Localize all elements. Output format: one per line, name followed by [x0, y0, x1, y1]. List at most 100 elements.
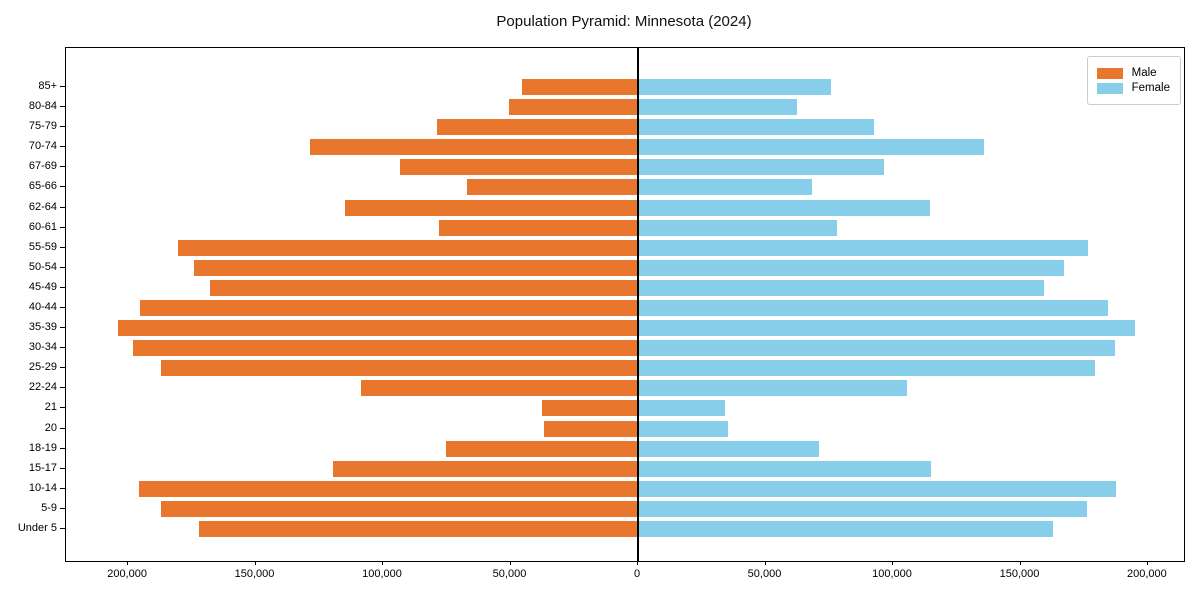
x-tick-label--150000: 150,000: [234, 568, 275, 580]
x-tick-mark: [127, 561, 129, 565]
y-tick-label-65-66: 65-66: [28, 180, 57, 193]
bar-male-67-69: [400, 159, 638, 176]
x-tick-label-150000: 150,000: [999, 568, 1040, 580]
y-tick-label-35-39: 35-39: [28, 321, 57, 334]
y-tick-mark: [60, 226, 65, 228]
y-tick-mark: [60, 327, 65, 329]
y-tick-label-67-69: 67-69: [28, 160, 57, 173]
legend-item-male: Male: [1096, 67, 1170, 79]
bar-female-5-9: [638, 500, 1087, 517]
bar-male-18-19: [445, 440, 638, 457]
y-tick-mark: [60, 487, 65, 489]
y-tick-label-80-84: 80-84: [28, 100, 57, 113]
bar-male-55-59: [178, 239, 638, 256]
y-tick-mark: [60, 387, 65, 389]
x-tick-mark: [509, 561, 511, 565]
y-tick-label-25-29: 25-29: [28, 361, 57, 374]
y-tick-mark: [60, 447, 65, 449]
y-tick-mark: [60, 407, 65, 409]
bar-female-15-17: [638, 460, 931, 477]
bar-female-40-44: [638, 300, 1108, 316]
bar-female-30-34: [638, 340, 1116, 357]
plot-area: Male Female: [65, 47, 1185, 562]
bar-female-50-54: [638, 259, 1065, 276]
x-tick-mark: [892, 561, 893, 565]
y-tick-mark: [60, 427, 65, 429]
bar-male-80-84: [509, 99, 638, 116]
y-tick-mark: [60, 106, 65, 108]
x-tick-mark: [764, 561, 766, 565]
x-tick-mark: [637, 561, 638, 565]
bar-female-35-39: [638, 320, 1136, 337]
y-tick-label-22-24: 22-24: [28, 381, 57, 394]
x-tick-label-100000: 100,000: [872, 568, 912, 580]
bar-male-25-29: [161, 360, 638, 377]
zero-axis-line: [637, 48, 639, 561]
y-tick-mark: [60, 246, 65, 248]
bar-female-67-69: [638, 159, 885, 176]
bar-female-18-19: [638, 440, 820, 457]
bar-male-under-5: [199, 521, 638, 537]
y-tick-mark: [60, 266, 65, 268]
bar-male-50-54: [194, 259, 638, 276]
y-tick-mark: [60, 146, 65, 148]
x-tick-label--50000: 50,000: [492, 568, 527, 580]
female-swatch-icon: [1096, 82, 1123, 94]
y-tick-label-85+: 85+: [38, 80, 57, 92]
y-tick-mark: [60, 206, 65, 208]
bar-female-under-5: [638, 521, 1054, 537]
y-tick-label-under-5: Under 5: [17, 521, 57, 534]
y-tick-mark: [60, 186, 65, 188]
bar-female-62-64: [638, 199, 931, 216]
y-tick-label-30-34: 30-34: [28, 341, 57, 354]
legend: Male Female: [1086, 56, 1181, 105]
bar-male-85+: [522, 79, 638, 95]
bar-male-35-39: [118, 320, 638, 337]
x-tick-label--200000: 200,000: [107, 568, 147, 580]
y-tick-mark: [60, 166, 65, 168]
bar-female-21: [638, 400, 725, 417]
x-tick-mark: [1019, 561, 1021, 565]
y-tick-mark: [60, 367, 65, 369]
legend-label-female: Female: [1131, 82, 1170, 94]
x-tick-mark: [1146, 561, 1148, 565]
x-tick-label-0: 0: [633, 568, 641, 580]
bar-male-60-61: [439, 219, 638, 236]
bar-male-5-9: [160, 500, 638, 517]
bar-male-40-44: [140, 300, 638, 316]
x-tick-label--100000: 100,000: [362, 568, 402, 580]
bar-female-75-79: [638, 119, 874, 136]
y-tick-label-5-9: 5-9: [41, 501, 57, 514]
y-tick-label-75-79: 75-79: [28, 120, 57, 133]
y-tick-label-21: 21: [44, 401, 57, 414]
bar-male-30-34: [133, 340, 638, 357]
y-tick-mark: [60, 126, 65, 128]
bar-female-55-59: [638, 239, 1088, 256]
y-tick-mark: [60, 286, 65, 288]
x-tick-label-200000: 200,000: [1127, 568, 1167, 580]
y-tick-mark: [60, 347, 65, 349]
bar-female-20: [638, 420, 728, 437]
y-tick-mark: [60, 86, 65, 87]
bar-female-80-84: [638, 99, 797, 116]
x-tick-mark: [254, 561, 256, 565]
bar-female-60-61: [638, 219, 837, 236]
x-tick-label-50000: 50,000: [747, 568, 782, 580]
y-tick-label-15-17: 15-17: [28, 461, 57, 474]
bar-male-22-24: [361, 380, 638, 397]
y-tick-mark: [60, 467, 65, 469]
bar-male-21: [541, 400, 638, 417]
y-tick-mark: [60, 507, 65, 509]
y-tick-label-60-61: 60-61: [28, 220, 57, 233]
y-tick-label-55-59: 55-59: [28, 240, 57, 253]
male-swatch-icon: [1096, 67, 1123, 79]
bar-female-85+: [638, 79, 831, 95]
y-tick-mark: [60, 527, 65, 529]
bar-female-70-74: [638, 139, 984, 156]
bar-male-10-14: [139, 480, 638, 497]
bar-female-10-14: [638, 480, 1116, 497]
y-tick-label-10-14: 10-14: [28, 481, 57, 494]
bar-male-20: [544, 420, 638, 437]
bar-male-70-74: [310, 139, 638, 156]
